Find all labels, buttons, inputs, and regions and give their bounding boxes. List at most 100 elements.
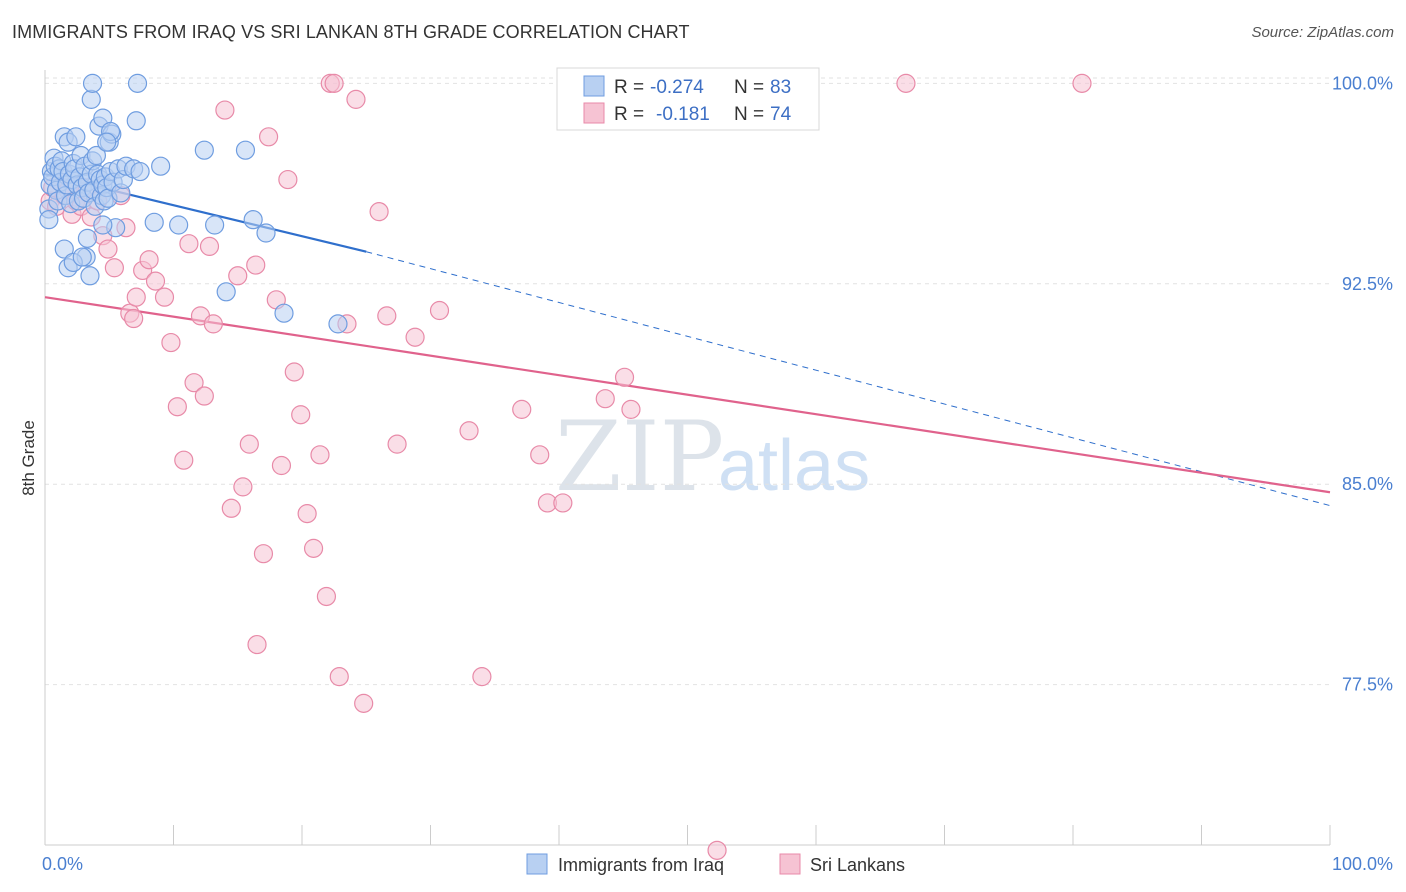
point-s1-49 bbox=[316, 586, 337, 607]
point-s1-42 bbox=[271, 455, 292, 476]
x-tick-label-1: 100.0% bbox=[1332, 854, 1393, 874]
point-s1-45 bbox=[291, 405, 311, 425]
point-s0-74 bbox=[235, 140, 256, 160]
point-s1-31 bbox=[199, 236, 220, 256]
point-s1-19 bbox=[126, 287, 146, 307]
watermark-zip: ZIP bbox=[555, 401, 724, 513]
point-s1-26 bbox=[174, 450, 194, 470]
point-s0-79 bbox=[169, 215, 189, 235]
point-s0-63 bbox=[81, 89, 101, 109]
point-s0-57 bbox=[54, 239, 74, 259]
stats-swatch-iraq bbox=[583, 75, 605, 97]
trend-extension-0 bbox=[366, 251, 1331, 507]
point-s1-46 bbox=[297, 504, 317, 524]
stats-legend: R = -0.274 N = 83 R = -0.181 N = 74 bbox=[556, 67, 820, 131]
point-s0-72 bbox=[151, 156, 171, 176]
point-s0-77 bbox=[144, 212, 164, 232]
y-tick-label-3: 77.5% bbox=[1342, 675, 1393, 695]
point-s1-72 bbox=[247, 634, 267, 655]
stats-n-label-srilanka: N = bbox=[734, 104, 764, 125]
point-s1-33 bbox=[215, 100, 235, 120]
point-s1-13 bbox=[98, 239, 118, 259]
point-s1-63 bbox=[512, 399, 532, 419]
point-s1-70 bbox=[896, 73, 916, 93]
point-s1-73 bbox=[707, 840, 727, 860]
point-s1-48 bbox=[310, 445, 330, 465]
point-s1-61 bbox=[459, 421, 479, 441]
point-s0-68 bbox=[127, 73, 148, 93]
point-s1-68 bbox=[614, 367, 635, 387]
point-s0-82 bbox=[328, 314, 348, 334]
point-s0-33 bbox=[80, 266, 100, 286]
stats-r-label-srilanka: R = bbox=[614, 104, 644, 125]
x-tick-label-0: 0.0% bbox=[42, 854, 83, 874]
y-tick-label-2: 85.0% bbox=[1342, 474, 1393, 494]
point-s1-57 bbox=[377, 306, 397, 326]
stats-n-value-srilanka: 74 bbox=[770, 104, 792, 125]
y-axis-label: 8th Grade bbox=[19, 420, 38, 496]
point-s1-71 bbox=[1072, 73, 1092, 93]
trend-line-1 bbox=[44, 296, 1331, 494]
grid bbox=[45, 77, 1330, 686]
point-s0-81 bbox=[274, 303, 294, 323]
point-s1-43 bbox=[278, 169, 298, 190]
chart-title: IMMIGRANTS FROM IRAQ VS SRI LANKAN 8TH G… bbox=[12, 22, 690, 42]
point-s1-38 bbox=[246, 255, 266, 275]
point-s1-14 bbox=[104, 258, 124, 278]
point-s1-27 bbox=[179, 234, 199, 254]
y-tick-labels: 100.0% 92.5% 85.0% 77.5% bbox=[1332, 73, 1393, 694]
point-s1-21 bbox=[139, 250, 159, 270]
point-s0-64 bbox=[82, 73, 103, 93]
point-s0-73 bbox=[194, 140, 214, 160]
point-s1-59 bbox=[405, 327, 425, 347]
data-points bbox=[39, 73, 1092, 860]
point-s0-78 bbox=[205, 215, 225, 235]
point-s0-67 bbox=[126, 111, 146, 131]
point-s0-38 bbox=[86, 145, 107, 166]
point-s1-32 bbox=[203, 314, 223, 334]
point-s1-39 bbox=[253, 544, 274, 564]
point-s1-47 bbox=[303, 538, 324, 558]
stats-r-value-iraq: -0.274 bbox=[650, 77, 704, 98]
legend-swatch-iraq bbox=[526, 853, 548, 875]
point-s1-37 bbox=[239, 434, 259, 454]
legend-label-srilanka: Sri Lankans bbox=[810, 855, 905, 875]
point-s1-69 bbox=[621, 399, 641, 419]
stats-n-value-iraq: 83 bbox=[770, 77, 791, 98]
point-s1-54 bbox=[346, 89, 366, 109]
point-s1-35 bbox=[228, 266, 248, 286]
watermark: ZIP atlas bbox=[555, 401, 870, 513]
point-s1-22 bbox=[145, 271, 166, 291]
chart-source: Source: ZipAtlas.com bbox=[1251, 24, 1394, 41]
point-s1-44 bbox=[284, 362, 304, 382]
legend-swatch-srilanka bbox=[779, 853, 801, 875]
point-s1-60 bbox=[429, 300, 450, 321]
point-s0-22 bbox=[66, 127, 86, 147]
stats-swatch-srilanka bbox=[583, 102, 605, 124]
watermark-atlas: atlas bbox=[718, 426, 870, 506]
point-s1-36 bbox=[233, 477, 253, 497]
point-s0-71 bbox=[130, 161, 150, 182]
point-s0-60 bbox=[72, 247, 92, 267]
point-s0-80 bbox=[216, 282, 236, 302]
point-s0-61 bbox=[77, 228, 98, 248]
point-s1-52 bbox=[329, 667, 349, 687]
stats-n-label-iraq: N = bbox=[734, 77, 764, 98]
x-tick-labels: 0.0% 100.0% bbox=[42, 854, 1393, 874]
y-tick-label-0: 100.0% bbox=[1332, 73, 1393, 93]
point-s1-34 bbox=[221, 498, 241, 518]
point-s1-40 bbox=[258, 127, 279, 147]
y-tick-label-1: 92.5% bbox=[1342, 274, 1393, 294]
bottom-legend: Immigrants from Iraq Sri Lankans bbox=[526, 853, 905, 875]
point-s0-69 bbox=[97, 132, 117, 152]
stats-r-label-iraq: R = bbox=[614, 77, 644, 98]
point-s0-1 bbox=[39, 210, 59, 230]
point-s0-75 bbox=[243, 210, 263, 230]
point-s1-25 bbox=[167, 397, 187, 417]
point-s0-62 bbox=[93, 215, 113, 235]
point-s1-24 bbox=[161, 332, 181, 353]
point-s1-30 bbox=[194, 386, 214, 406]
point-s1-56 bbox=[369, 202, 389, 222]
point-s0-76 bbox=[256, 223, 276, 243]
